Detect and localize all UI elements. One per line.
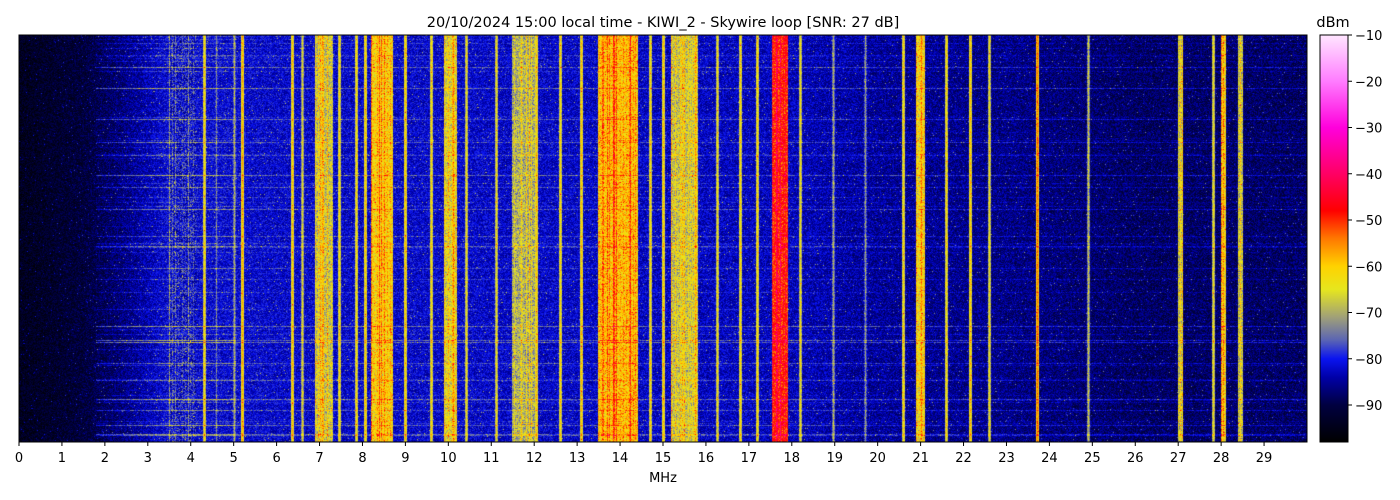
colorbar-tick-label: −30 bbox=[1355, 122, 1382, 137]
x-tick-label: 25 bbox=[1084, 451, 1101, 466]
x-tick-label: 15 bbox=[655, 451, 672, 466]
x-tick-label: 14 bbox=[612, 451, 629, 466]
colorbar-tick-label: −40 bbox=[1355, 168, 1382, 183]
x-tick-label: 10 bbox=[440, 451, 457, 466]
x-tick-label: 4 bbox=[187, 451, 195, 466]
x-tick-label: 19 bbox=[826, 451, 843, 466]
x-tick-label: 28 bbox=[1213, 451, 1230, 466]
x-tick-label: 22 bbox=[955, 451, 972, 466]
x-tick-label: 7 bbox=[315, 451, 323, 466]
colorbar-tick-label: −90 bbox=[1355, 399, 1382, 414]
x-tick-label: 24 bbox=[1041, 451, 1058, 466]
x-axis-label: MHz bbox=[649, 471, 677, 486]
x-tick-label: 20 bbox=[869, 451, 886, 466]
colorbar-gradient bbox=[1319, 34, 1349, 443]
x-tick-label: 2 bbox=[101, 451, 109, 466]
x-tick-label: 8 bbox=[358, 451, 366, 466]
x-tick-label: 0 bbox=[15, 451, 23, 466]
x-tick-label: 12 bbox=[526, 451, 543, 466]
x-tick-label: 26 bbox=[1127, 451, 1144, 466]
x-tick-label: 18 bbox=[784, 451, 801, 466]
x-tick-label: 21 bbox=[912, 451, 929, 466]
colorbar-tick-label: −10 bbox=[1355, 29, 1382, 44]
colorbar-tick-label: −60 bbox=[1355, 260, 1382, 275]
x-tick-label: 1 bbox=[58, 451, 66, 466]
waterfall-plot-area bbox=[18, 34, 1308, 443]
x-tick-label: 3 bbox=[144, 451, 152, 466]
x-tick-label: 16 bbox=[698, 451, 715, 466]
x-tick-label: 23 bbox=[998, 451, 1015, 466]
x-tick-label: 27 bbox=[1170, 451, 1187, 466]
x-tick-label: 6 bbox=[272, 451, 280, 466]
x-tick-label: 5 bbox=[230, 451, 238, 466]
waterfall-heatmap-image bbox=[19, 35, 1307, 442]
colorbar-tick-label: −50 bbox=[1355, 214, 1382, 229]
x-tick-label: 9 bbox=[401, 451, 409, 466]
colorbar-tick-label: −80 bbox=[1355, 353, 1382, 368]
colorbar-label: dBm bbox=[1316, 15, 1349, 31]
x-tick-label: 11 bbox=[483, 451, 500, 466]
colorbar-tick-label: −20 bbox=[1355, 75, 1382, 90]
x-tick-label: 29 bbox=[1256, 451, 1273, 466]
colorbar-tick-label: −70 bbox=[1355, 307, 1382, 322]
x-tick-label: 17 bbox=[741, 451, 758, 466]
colorbar: −10 −20 −30 −40 −50 −60 −70 −80 −90 bbox=[1319, 29, 1382, 443]
chart-title: 20/10/2024 15:00 local time - KIWI_2 - S… bbox=[427, 15, 900, 31]
x-axis: 0 1 2 3 4 5 6 7 8 9 10 11 12 13 14 15 16 17 18 19 20 21 22 23 24… bbox=[15, 442, 1272, 466]
x-tick-label: 13 bbox=[569, 451, 586, 466]
